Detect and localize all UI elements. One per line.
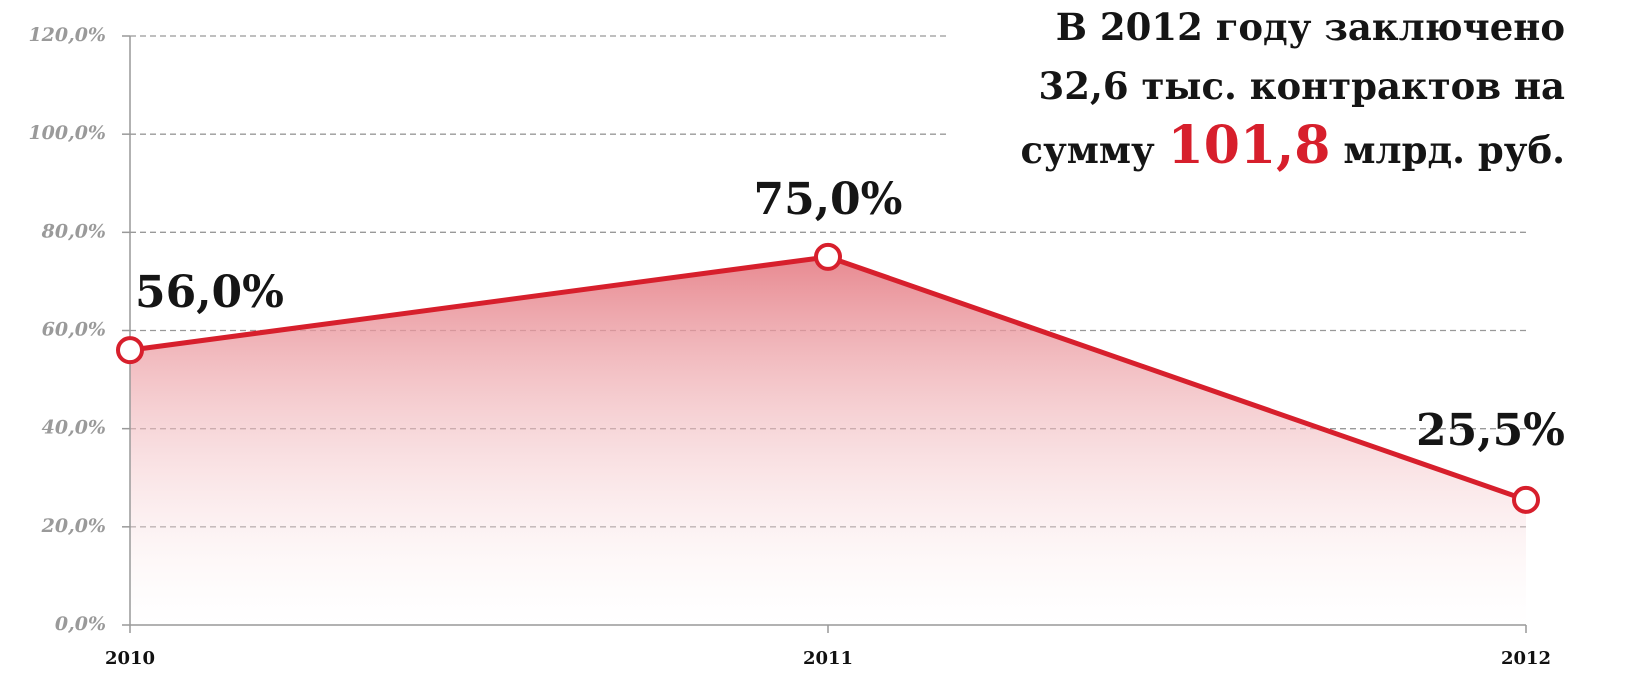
y-tick-label: 80,0% <box>41 220 106 242</box>
y-tick-label: 20,0% <box>41 515 106 537</box>
marker <box>116 336 144 365</box>
data-label: 56,0% <box>135 267 284 318</box>
marker <box>814 242 842 271</box>
y-tick-label: 0,0% <box>55 613 106 635</box>
marker <box>1512 485 1540 514</box>
x-tick-label: 2010 <box>105 648 155 669</box>
data-label: 75,0% <box>754 174 903 225</box>
y-tick-label: 100,0% <box>28 122 106 144</box>
annotation-text: млрд. руб. <box>1343 128 1565 172</box>
annotation-highlight: 101,8 <box>1168 115 1331 176</box>
area <box>130 256 1526 625</box>
annotation-line: сумму 101,8 млрд. руб. <box>1021 115 1565 176</box>
x-tick-label: 2012 <box>1501 648 1551 669</box>
annotation-line: В 2012 году заключено <box>1056 5 1565 49</box>
data-label: 25,5% <box>1416 405 1565 456</box>
y-tick-label: 40,0% <box>42 417 106 439</box>
annotation-line: 32,6 тыс. контрактов на <box>1038 64 1565 108</box>
x-tick-label: 2011 <box>803 648 853 669</box>
y-tick-label: 120,0% <box>28 24 106 46</box>
annotation-text: сумму <box>1021 128 1155 172</box>
y-tick-label: 60,0% <box>42 319 106 341</box>
